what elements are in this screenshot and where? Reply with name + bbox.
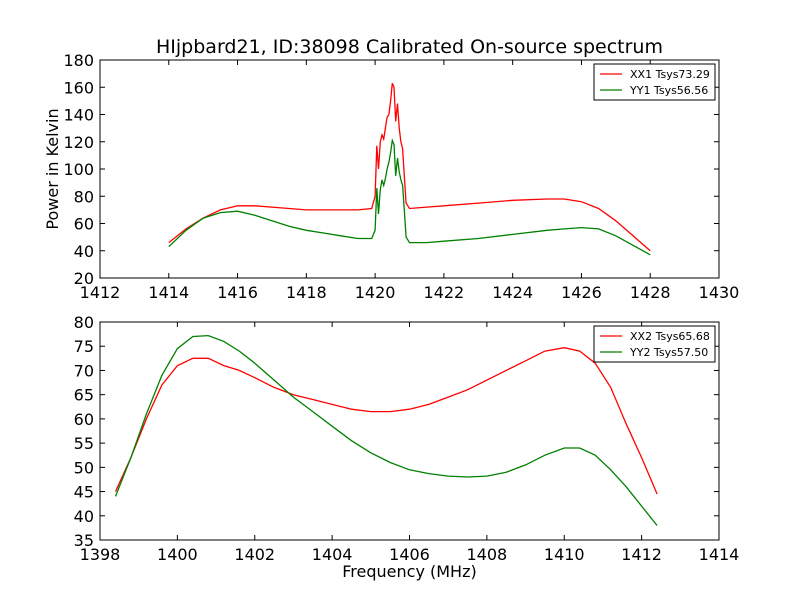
x-tick-label: 1430 [699, 283, 740, 302]
series-line-xx1 [168, 82, 651, 252]
y-tick-label: 40 [74, 242, 94, 261]
y-tick-label: 45 [74, 483, 94, 502]
x-tick-label: 1414 [699, 545, 740, 564]
y-tick-label: 55 [74, 434, 94, 453]
x-tick-label: 1424 [492, 283, 533, 302]
y-tick-label: 50 [74, 458, 94, 477]
x-tick-label: 1428 [630, 283, 671, 302]
y-tick-label: 60 [74, 215, 94, 234]
series-line-xx2 [114, 347, 658, 495]
y-tick-label: 180 [63, 51, 94, 70]
x-tick-label: 1420 [355, 283, 396, 302]
y-tick-label: 20 [74, 269, 94, 288]
x-tick-label: 1418 [286, 283, 327, 302]
legend: XX1 Tsys73.29 YY1 Tsys56.56 [593, 63, 716, 101]
legend-entry: YY2 Tsys57.50 [629, 346, 708, 359]
top-spectrum-chart: 1412 1414 1416 1418 1420 1422 1424 1426 1428 1430… [43, 36, 739, 302]
y-tick-label: 160 [63, 78, 94, 97]
y-tick-label: 80 [74, 313, 94, 332]
legend-entry: XX2 Tsys65.68 [630, 330, 710, 343]
y-tick-label: 140 [63, 106, 94, 125]
legend-entry: XX1 Tsys73.29 [630, 68, 710, 81]
x-tick-label: 1406 [389, 545, 430, 564]
x-tick-label: 1426 [561, 283, 602, 302]
y-tick-label: 35 [74, 531, 94, 550]
x-tick-label: 1410 [544, 545, 585, 564]
y-tick-label: 70 [74, 361, 94, 380]
x-tick-label: 1408 [467, 545, 508, 564]
y-axis-label: Power in Kelvin [43, 108, 62, 229]
x-axis-label: Frequency (MHz) [342, 562, 476, 581]
chart-title: HIjpbard21, ID:38098 Calibrated On-sourc… [156, 36, 663, 58]
x-tick-label: 1412 [621, 545, 662, 564]
y-tick-label: 60 [74, 410, 94, 429]
x-tick-label: 1402 [234, 545, 275, 564]
legend: XX2 Tsys65.68 YY2 Tsys57.50 [593, 325, 716, 363]
x-tick-label: 1414 [148, 283, 189, 302]
x-tick-label: 1416 [217, 283, 258, 302]
x-tick-label: 1398 [80, 545, 121, 564]
y-tick-label: 120 [63, 133, 94, 152]
y-tick-label: 65 [74, 386, 94, 405]
bottom-spectrum-chart: 1398 1400 1402 1404 1406 1408 1410 1412 1414 35 40… [74, 313, 740, 581]
series-line-yy2 [114, 334, 658, 526]
legend-box [593, 63, 716, 101]
y-tick-label: 100 [63, 160, 94, 179]
x-tick-label: 1404 [312, 545, 353, 564]
x-tick-label: 1412 [80, 283, 121, 302]
y-tick-label: 40 [74, 507, 94, 526]
x-tick-label: 1400 [157, 545, 198, 564]
x-tick-label: 1422 [424, 283, 465, 302]
y-tick-label: 75 [74, 337, 94, 356]
y-tick-label: 80 [74, 187, 94, 206]
legend-box [593, 325, 716, 363]
series-line-yy1 [168, 137, 651, 256]
legend-entry: YY1 Tsys56.56 [629, 84, 708, 97]
